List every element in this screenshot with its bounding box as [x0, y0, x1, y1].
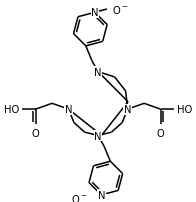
Text: O: O: [157, 128, 164, 138]
Text: N: N: [91, 8, 99, 18]
Text: HO: HO: [4, 105, 19, 115]
Text: N: N: [94, 67, 102, 77]
Text: HO: HO: [177, 105, 192, 115]
Text: N: N: [65, 105, 72, 115]
Text: O$^-$: O$^-$: [112, 4, 128, 16]
Text: N: N: [94, 131, 102, 141]
Text: O$^-$: O$^-$: [71, 192, 87, 202]
Text: N: N: [98, 190, 105, 200]
Text: N: N: [124, 105, 131, 115]
Text: O: O: [32, 128, 40, 138]
